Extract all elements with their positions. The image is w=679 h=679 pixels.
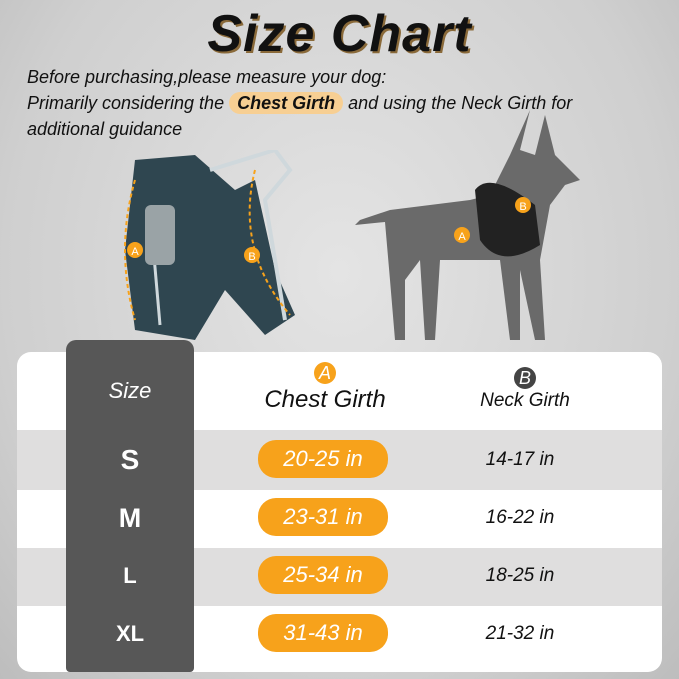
size-l: L xyxy=(123,563,137,588)
header-chest-girth: Chest Girth xyxy=(264,386,386,413)
header-size: Size xyxy=(108,378,152,403)
chest-xl: 31-43 in xyxy=(258,614,388,652)
size-xl: XL xyxy=(115,621,145,646)
chest-girth-highlight: Chest Girth xyxy=(229,92,344,114)
intro-line-2: Primarily considering the Chest Girth an… xyxy=(27,90,572,116)
chest-l: 25-34 in xyxy=(258,556,388,594)
chest-badge-wrap: A xyxy=(250,358,400,388)
size-column xyxy=(66,340,194,672)
size-s: S xyxy=(120,444,140,475)
header-neck-girth: Neck Girth xyxy=(480,390,570,411)
label-b-harness: B xyxy=(248,251,255,263)
intro-text-post: and using the Neck Girth for xyxy=(348,93,573,113)
harness-image: A B xyxy=(124,150,295,340)
label-b-dog: B xyxy=(519,201,526,213)
intro-text-pre: Primarily considering the xyxy=(27,93,225,113)
label-a-dog: A xyxy=(458,231,466,243)
neck-l: 18-25 in xyxy=(485,565,555,586)
chest-s: 20-25 in xyxy=(258,440,388,478)
neck-xl: 21-32 in xyxy=(485,623,555,644)
neck-s: 14-17 in xyxy=(485,449,555,470)
dog-image: A B xyxy=(355,110,580,340)
intro-line-3: additional guidance xyxy=(27,119,183,139)
chest-m: 23-31 in xyxy=(258,498,388,536)
label-a-harness: A xyxy=(131,246,139,258)
size-m: M xyxy=(118,502,142,533)
badge-a: A xyxy=(314,362,336,384)
intro-text: Before purchasing,please measure your do… xyxy=(27,64,572,142)
neck-badge-wrap: B xyxy=(445,366,605,390)
intro-line-1: Before purchasing,please measure your do… xyxy=(27,67,387,87)
badge-b: B xyxy=(514,367,536,389)
neck-m: 16-22 in xyxy=(485,507,555,528)
page-title: Size Chart xyxy=(207,5,472,63)
